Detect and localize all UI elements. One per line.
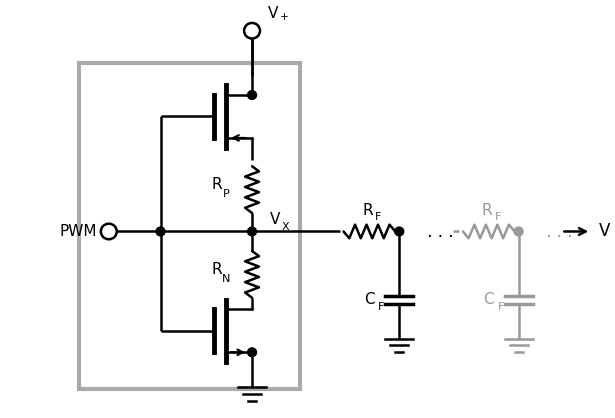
Text: V: V [270,212,280,227]
Text: N: N [222,274,231,284]
Circle shape [395,227,403,236]
Text: PWM: PWM [60,224,97,239]
Circle shape [156,227,165,236]
Text: R: R [212,262,223,277]
Text: P: P [223,189,229,199]
Text: C: C [364,292,375,307]
Text: F: F [498,303,504,313]
Text: V$_+$: V$_+$ [267,4,290,23]
Text: F: F [375,212,381,222]
Bar [79,63,300,389]
Text: F: F [378,303,384,313]
Text: F: F [494,212,501,222]
Circle shape [248,348,256,357]
Text: V: V [599,222,611,240]
Text: . . .: . . . [541,224,578,242]
Text: R: R [482,203,492,217]
Text: . . .: . . . [422,224,459,242]
Text: R: R [212,177,223,192]
Text: R: R [362,203,373,217]
Circle shape [248,227,256,236]
Circle shape [248,91,256,99]
Text: X: X [282,222,290,232]
Text: C: C [483,292,494,307]
Circle shape [514,227,523,236]
